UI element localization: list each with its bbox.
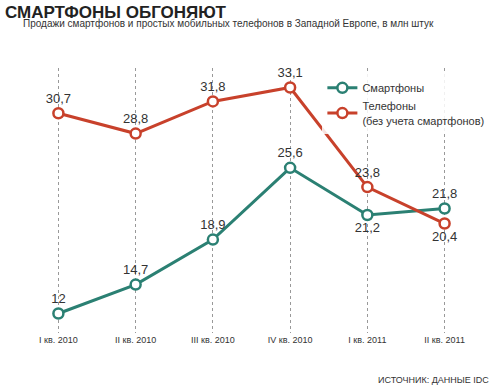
svg-text:33,1: 33,1 [277,65,302,80]
svg-text:12: 12 [51,291,65,306]
svg-text:III кв. 2010: III кв. 2010 [191,335,235,345]
svg-text:I кв. 2010: I кв. 2010 [39,335,78,345]
svg-text:20,4: 20,4 [432,229,457,244]
svg-text:II кв. 2010: II кв. 2010 [115,335,156,345]
svg-text:21,8: 21,8 [432,186,457,201]
svg-text:СМАРТФОНЫ ОБГОНЯЮТ: СМАРТФОНЫ ОБГОНЯЮТ [5,3,226,22]
svg-text:28,8: 28,8 [123,111,148,126]
svg-text:14,7: 14,7 [123,262,148,277]
svg-text:ИСТОЧНИК: ДАННЫЕ IDC: ИСТОЧНИК: ДАННЫЕ IDC [378,375,489,385]
svg-text:21,2: 21,2 [355,220,380,235]
svg-text:Телефоны(без учета смартфонов): Телефоны(без учета смартфонов) [362,100,484,126]
svg-text:Смартфоны: Смартфоны [362,82,424,94]
svg-text:23,8: 23,8 [355,165,380,180]
svg-text:Продажи смартфонов и простых м: Продажи смартфонов и простых мобильных т… [23,18,434,29]
svg-text:25,6: 25,6 [277,145,302,160]
svg-text:I кв. 2011: I кв. 2011 [348,335,386,345]
svg-text:31,8: 31,8 [200,79,225,94]
svg-text:IV кв. 2010: IV кв. 2010 [268,335,313,345]
svg-text:II кв. 2011: II кв. 2011 [424,335,465,345]
svg-text:18,9: 18,9 [200,217,225,232]
svg-text:30,7: 30,7 [46,91,71,106]
